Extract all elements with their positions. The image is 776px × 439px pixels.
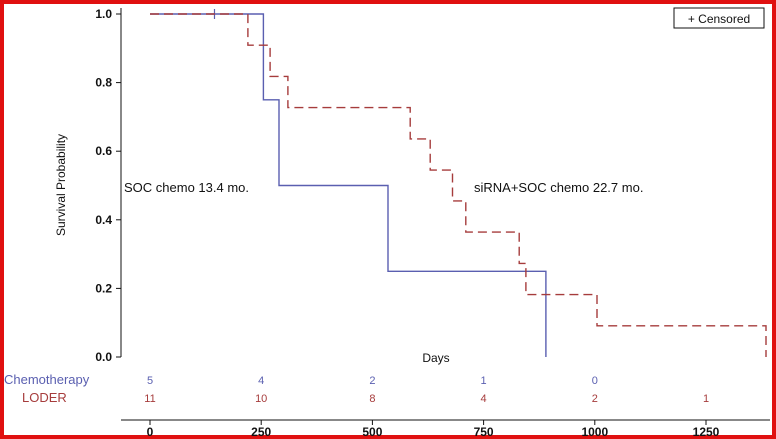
- risk-count: 10: [255, 393, 267, 405]
- y-tick-label: 0.6: [95, 144, 112, 158]
- x-tick-label: 0: [147, 425, 154, 439]
- chemotherapy-survival-line: [150, 13, 547, 357]
- risk-count: 2: [369, 375, 375, 387]
- risk-count: 4: [481, 393, 487, 405]
- risk-count: 11: [144, 393, 155, 405]
- y-tick-label: 1.0: [95, 7, 112, 21]
- series-layer: [150, 9, 767, 357]
- y-tick-label: 0.8: [95, 76, 112, 90]
- axes-layer: [116, 8, 770, 425]
- y-axis-title: Survival Probability: [54, 134, 68, 236]
- label-layer: 0.0 0.2 0.4 0.6 0.8 1.0 0 250 500 750 1000 1250 5 4 2 1…: [95, 7, 719, 439]
- risk-count: 2: [592, 393, 598, 405]
- risk-count: 1: [481, 375, 487, 387]
- annotation-sirna-soc-chemo: siRNA+SOC chemo 22.7 mo.: [474, 180, 643, 195]
- y-tick-label: 0.2: [95, 281, 112, 295]
- risk-count: 4: [258, 375, 264, 387]
- risk-count: 0: [592, 375, 598, 387]
- risk-count: 5: [147, 375, 153, 387]
- risk-count: 8: [369, 393, 375, 405]
- x-tick-label: 1250: [693, 425, 720, 439]
- x-tick-label: 500: [362, 425, 382, 439]
- x-tick-label: 750: [474, 425, 494, 439]
- risk-count: 1: [703, 393, 709, 405]
- x-tick-label: 250: [251, 425, 271, 439]
- y-tick-label: 0.4: [95, 213, 112, 227]
- x-axis-title: Days: [422, 351, 449, 365]
- risk-row-label-loder: LODER: [22, 390, 67, 405]
- legend-box: [673, 7, 765, 29]
- annotation-soc-chemo: SOC chemo 13.4 mo.: [124, 180, 249, 195]
- x-tick-label: 1000: [581, 425, 608, 439]
- legend-censored-label: + Censored: [688, 12, 750, 26]
- risk-row-label-chemotherapy: Chemotherapy: [4, 372, 90, 387]
- loder-survival-line: [150, 13, 767, 357]
- y-tick-label: 0.0: [95, 350, 112, 364]
